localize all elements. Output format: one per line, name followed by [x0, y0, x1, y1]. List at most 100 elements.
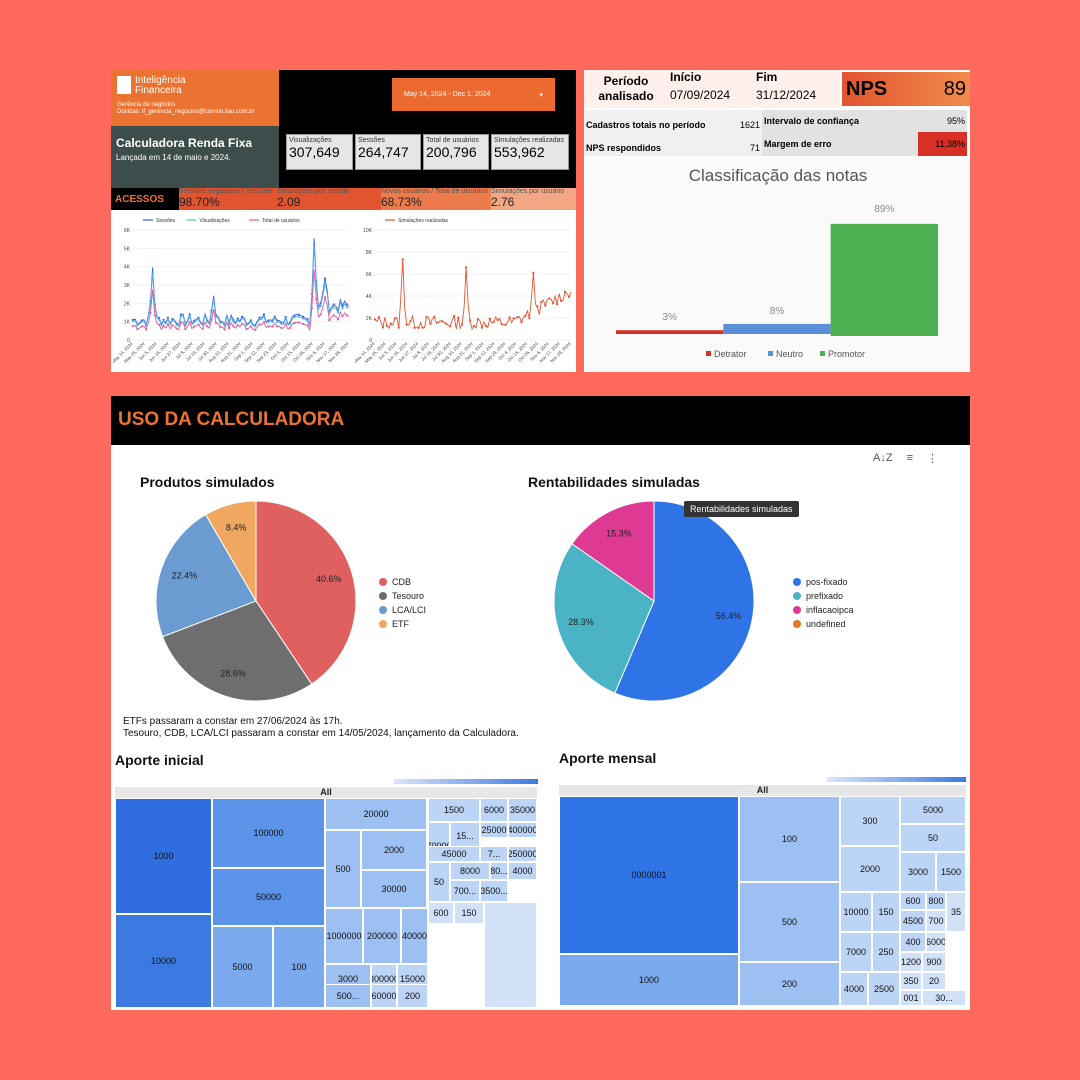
periodo-label: Período analisado: [584, 70, 668, 108]
treemap-cell[interactable]: 500...: [325, 984, 371, 1008]
treemap-cell[interactable]: 500: [739, 882, 840, 962]
treemap-cell[interactable]: 3500...: [480, 880, 508, 902]
cadastros-label: Cadastros totais no período: [586, 120, 706, 130]
filter-icon[interactable]: ≡: [906, 452, 913, 464]
treemap-cell[interactable]: 1000: [559, 954, 739, 1006]
ratio-label: Novos usuários / Total de usuários: [381, 188, 488, 195]
treemap-cell[interactable]: 100: [739, 796, 840, 882]
legend-swatch: [379, 620, 387, 628]
treemap-cell[interactable]: 1000: [115, 798, 212, 914]
treemap-cell[interactable]: 150: [454, 902, 484, 924]
treemap-cell[interactable]: 45000: [428, 846, 480, 862]
treemap-cell[interactable]: 1500: [936, 852, 966, 892]
treemap-cell[interactable]: 200: [397, 984, 428, 1008]
treemap-cell[interactable]: 400: [900, 932, 926, 952]
treemap-cell[interactable]: 35000: [508, 798, 537, 822]
treemap-cell[interactable]: 30...: [922, 990, 966, 1006]
treemap-cell[interactable]: 100: [273, 926, 325, 1008]
date-range-picker[interactable]: May 14, 2024 - Dec 1, 2024 ▾: [392, 78, 555, 111]
treemap-cell[interactable]: 350: [900, 972, 922, 990]
series-point: [476, 318, 480, 321]
treemap-cell[interactable]: 400000: [508, 822, 537, 838]
treemap-cell[interactable]: 20: [922, 972, 946, 990]
treemap-cell[interactable]: 40000: [401, 908, 428, 964]
series-point: [166, 323, 170, 326]
treemap-cell[interactable]: 7000: [840, 932, 872, 972]
treemap-cell[interactable]: 1500: [428, 798, 480, 822]
y-tick-label: 8K: [366, 250, 373, 256]
treemap-cell[interactable]: 1200: [900, 952, 922, 972]
treemap-cell[interactable]: 4000: [508, 862, 537, 880]
treemap-cell[interactable]: 2000: [361, 830, 427, 870]
treemap-cell[interactable]: 30000: [361, 870, 427, 908]
treemap-cell[interactable]: 25000: [480, 822, 508, 838]
treemap-cell[interactable]: [484, 902, 537, 1008]
series-point: [179, 321, 183, 324]
bar: [616, 330, 724, 334]
treemap-cell[interactable]: 900: [922, 952, 946, 972]
sort-az-icon[interactable]: A↓Z: [873, 452, 893, 464]
treemap-cell[interactable]: 700...: [450, 880, 480, 902]
treemap-cell[interactable]: 5000: [212, 926, 273, 1008]
treemap-cell[interactable]: 0000001: [559, 796, 739, 954]
treemap-cell[interactable]: 200: [739, 962, 840, 1006]
ratio-value: 68.73%: [381, 195, 422, 209]
kpi-label: Simulações realizadas: [494, 137, 565, 144]
classificacao-card: Classificação das notas 3% 8% 89% Detrator N…: [586, 158, 970, 372]
treemap-cell[interactable]: 500: [325, 830, 361, 908]
treemap-cell[interactable]: 700: [926, 910, 946, 932]
treemap-cell[interactable]: 200000: [363, 908, 401, 964]
treemap-cell[interactable]: 50000: [212, 868, 325, 926]
treemap-cell[interactable]: 35: [946, 892, 966, 932]
treemap-cell[interactable]: 4500: [900, 910, 926, 932]
treemap-cell[interactable]: 5000: [900, 796, 966, 824]
treemap-cell[interactable]: 10000: [840, 892, 872, 932]
series-point: [210, 318, 213, 321]
treemap-cell[interactable]: 50: [900, 824, 966, 852]
series-point: [136, 324, 139, 327]
treemap-cell[interactable]: 8000: [450, 862, 490, 880]
treemap-cell[interactable]: 100000: [212, 798, 325, 868]
more-vert-icon[interactable]: ⋮: [926, 453, 938, 465]
treemap-cell[interactable]: 250000: [508, 846, 537, 862]
kpi-value: 200,796: [426, 144, 477, 160]
treemap-cell[interactable]: 150: [872, 892, 900, 932]
treemap-cell[interactable]: 1000000: [325, 908, 363, 964]
brand-logo: Inteligência Financeira: [117, 76, 273, 96]
treemap-cell[interactable]: 60000: [371, 984, 397, 1008]
treemap-cell[interactable]: 4000: [840, 972, 868, 1006]
legend-label: Visualizações: [199, 218, 230, 224]
series-point: [179, 315, 183, 318]
series-point: [496, 318, 499, 322]
treemap-cell[interactable]: 3000: [900, 852, 936, 892]
treemap-cell[interactable]: 50: [428, 862, 450, 902]
treemap-cell[interactable]: 600: [428, 902, 454, 924]
treemap-cell[interactable]: 250: [872, 932, 900, 972]
kpi-label: Total de usuários: [426, 137, 479, 144]
treemap-cell[interactable]: 2000: [840, 846, 900, 892]
treemap-cell[interactable]: 2500: [868, 972, 900, 1006]
legend-item: pos-fixado: [793, 575, 854, 589]
date-range-label: May 14, 2024 - Dec 1, 2024: [404, 91, 491, 98]
treemap-cell[interactable]: 6000: [926, 932, 946, 952]
treemap-cell[interactable]: 10000: [115, 914, 212, 1008]
treemap-cell[interactable]: 001: [900, 990, 922, 1006]
treemap-cell[interactable]: 7...: [480, 846, 508, 862]
series-point: [131, 320, 135, 323]
y-tick-label: 2K: [124, 301, 131, 307]
treemap-cell[interactable]: 6000: [480, 798, 508, 822]
series-point: [556, 302, 559, 306]
legend-item: CDB: [379, 575, 426, 589]
treemap-cell[interactable]: 20000: [325, 798, 427, 830]
treemap-cell[interactable]: 80...: [490, 862, 508, 880]
series-point: [175, 327, 178, 330]
treemap-cell[interactable]: 800: [926, 892, 946, 910]
treemap-cell[interactable]: 300: [840, 796, 900, 846]
series-point: [240, 322, 244, 325]
series-point: [492, 320, 495, 323]
bar: [830, 223, 938, 336]
pie-slice: [571, 500, 655, 602]
series-point: [381, 326, 385, 329]
series-point: [433, 315, 436, 318]
treemap-cell[interactable]: 600: [900, 892, 926, 910]
